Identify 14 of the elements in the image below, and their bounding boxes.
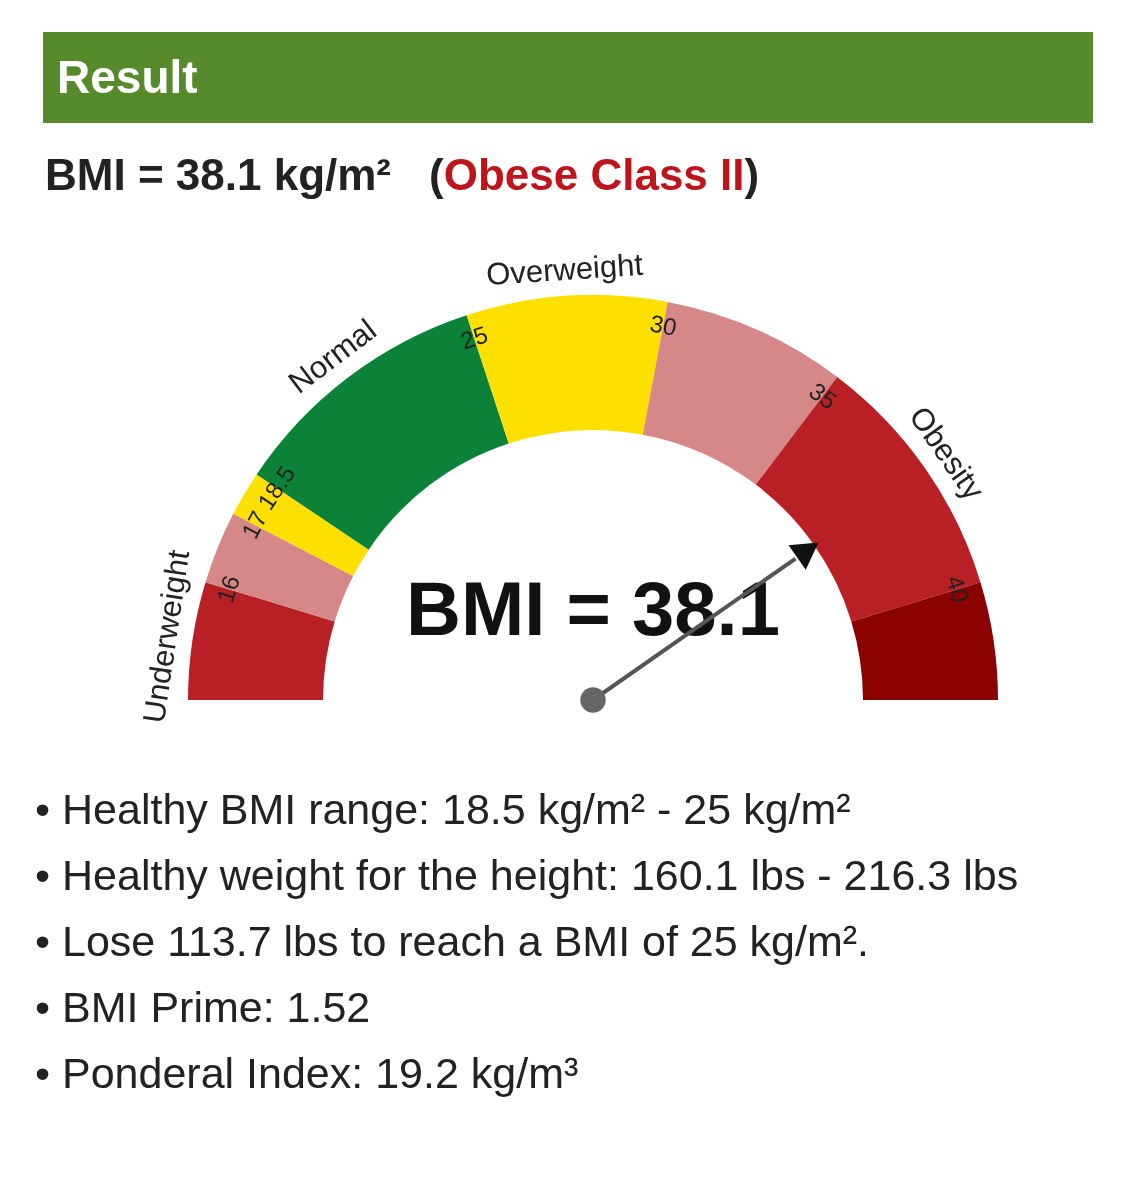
text: • Ponderal Index: 19.2 kg/m³ [35,1048,580,1099]
text: • BMI Prime: 1.52 [35,982,372,1033]
slice-label: Overweight [485,246,645,293]
text: 30 [647,309,679,341]
chart-title: Result [43,32,1093,123]
text: 40 [941,572,975,606]
text: 25 [457,320,491,355]
text: 35 [804,376,842,415]
slice-label: Underweight [136,547,197,726]
text: • Lose 113.7 lbs to reach a BMI of 25 kg/m². [35,916,871,967]
chart-subtitle: BMI = 38.1 kg/m² (Obese Class II) [45,150,760,200]
text: • Healthy BMI range: 18.5 kg/m² - 25 kg/m² [35,784,852,835]
text: • Healthy weight for the height: 160.1 lbs - 216.3 lbs [35,850,1020,901]
text: 16 [211,572,245,606]
